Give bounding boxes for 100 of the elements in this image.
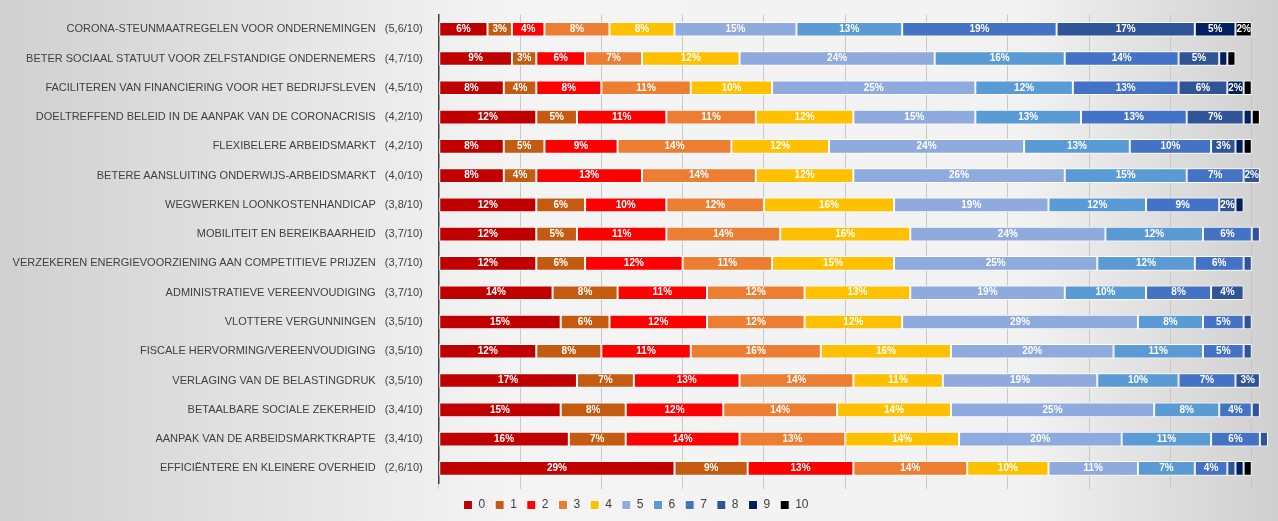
data-label: 5% bbox=[1207, 22, 1223, 34]
data-label: 12% bbox=[745, 286, 766, 298]
data-label: 6% bbox=[1195, 81, 1211, 93]
legend-label: 5 bbox=[636, 497, 644, 512]
data-label: 16% bbox=[835, 227, 856, 239]
data-label: 6% bbox=[553, 198, 569, 210]
data-label: 11% bbox=[1148, 345, 1169, 357]
data-label: 16% bbox=[875, 345, 897, 357]
data-label: 15% bbox=[725, 22, 746, 34]
data-label: 16% bbox=[745, 345, 766, 357]
legend-label: 1 bbox=[510, 497, 518, 512]
data-label: 12% bbox=[477, 345, 498, 357]
data-label: 14% bbox=[900, 462, 921, 474]
data-label: 6% bbox=[553, 52, 569, 64]
y-tick-label: AANPAK VAN DE ARBEIDSMARKTKRAPTE (3,4/10) bbox=[155, 432, 423, 445]
data-label: 3% bbox=[1216, 140, 1231, 152]
data-label: 15% bbox=[904, 110, 925, 122]
data-label: 12% bbox=[705, 198, 726, 210]
data-label: 14% bbox=[770, 403, 791, 415]
data-label: 3% bbox=[516, 52, 532, 64]
data-label: 11% bbox=[888, 374, 908, 386]
data-label: 8% bbox=[561, 81, 577, 93]
legend-label: 6 bbox=[668, 497, 676, 512]
data-label: 9% bbox=[703, 462, 719, 474]
data-label: 10% bbox=[615, 198, 636, 210]
data-label: 17% bbox=[498, 374, 519, 386]
data-label: 4% bbox=[1220, 286, 1235, 298]
data-label: 9% bbox=[573, 140, 589, 152]
data-label: 8% bbox=[464, 140, 479, 152]
data-label: 6% bbox=[1220, 227, 1235, 239]
data-label: 12% bbox=[648, 315, 669, 327]
data-label: 12% bbox=[477, 110, 498, 122]
data-label: 7% bbox=[606, 52, 621, 64]
data-label: 15% bbox=[1115, 169, 1136, 181]
data-label: 12% bbox=[1136, 257, 1157, 269]
data-label: 4% bbox=[1203, 462, 1219, 474]
data-label: 7% bbox=[1207, 110, 1223, 122]
data-label: 12% bbox=[1144, 227, 1165, 239]
y-tick-label: VLOTTERE VERGUNNINGEN (3,5/10) bbox=[224, 315, 423, 328]
y-tick-label: FISCALE HERVORMING/VEREENVOUDIGING (3,5/10) bbox=[139, 344, 423, 357]
data-label: 16% bbox=[818, 198, 840, 210]
data-label: 14% bbox=[688, 169, 710, 181]
data-label: 19% bbox=[969, 22, 990, 34]
legend-label: 8 bbox=[731, 497, 739, 512]
legend-label: 9 bbox=[763, 497, 771, 512]
data-label: 11% bbox=[652, 286, 673, 298]
data-label: 13% bbox=[676, 374, 697, 386]
data-label: 15% bbox=[823, 257, 844, 269]
data-label: 4% bbox=[512, 169, 528, 181]
data-label: 11% bbox=[636, 81, 656, 93]
legend-label: 7 bbox=[700, 497, 708, 512]
data-label: 7% bbox=[598, 374, 613, 386]
data-label: 14% bbox=[672, 432, 693, 444]
data-label: 15% bbox=[489, 315, 511, 327]
legend-label: 4 bbox=[605, 497, 613, 512]
y-tick-label: VERZEKEREN ENERGIEVOORZIENING AAN COMPETITIEVE PRIJZEN (3,7/10) bbox=[12, 256, 423, 269]
data-label: 19% bbox=[977, 286, 998, 298]
data-label: 12% bbox=[794, 169, 815, 181]
data-label: 3% bbox=[492, 22, 508, 34]
data-label: 12% bbox=[477, 257, 498, 269]
data-label: 3% bbox=[1240, 374, 1256, 386]
data-label: 4% bbox=[1228, 403, 1243, 415]
y-tick-label: BETAALBARE SOCIALE ZEKERHEID (3,4/10) bbox=[187, 402, 423, 415]
data-label: 14% bbox=[713, 227, 734, 239]
data-label: 24% bbox=[916, 140, 937, 152]
data-label: 12% bbox=[623, 257, 644, 269]
data-label: 17% bbox=[1115, 22, 1136, 34]
y-tick-label: BETERE AANSLUITING ONDERWIJS-ARBEIDSMARKT (4,0/10) bbox=[96, 168, 423, 181]
data-label: 14% bbox=[664, 140, 685, 152]
y-tick-label: WEGWERKEN LOONKOSTENHANDICAP (3,8/10) bbox=[164, 197, 423, 210]
y-tick-label: ADMINISTRATIEVE VEREENVOUDIGING (3,7/10) bbox=[165, 285, 423, 298]
data-label: 6% bbox=[577, 315, 593, 327]
data-label: 5% bbox=[1191, 52, 1207, 64]
data-label: 20% bbox=[1030, 432, 1051, 444]
y-tick-label: VERLAGING VAN DE BELASTINGDRUK (3,5/10) bbox=[172, 373, 423, 386]
data-label: 25% bbox=[985, 257, 1006, 269]
data-label: 12% bbox=[680, 52, 701, 64]
data-label: 11% bbox=[701, 110, 721, 122]
data-label: 11% bbox=[717, 257, 738, 269]
data-label: 10% bbox=[721, 81, 742, 93]
data-label: 5% bbox=[549, 110, 564, 122]
data-label: 8% bbox=[569, 22, 585, 34]
data-label: 13% bbox=[790, 462, 811, 474]
data-label: 24% bbox=[997, 227, 1018, 239]
data-label: 4% bbox=[520, 22, 536, 34]
data-label: 12% bbox=[664, 403, 685, 415]
data-label: 6% bbox=[1211, 257, 1227, 269]
data-label: 12% bbox=[1014, 81, 1035, 93]
legend-label: 10 bbox=[795, 497, 809, 512]
data-label: 6% bbox=[1228, 432, 1243, 444]
data-label: 14% bbox=[1111, 52, 1132, 64]
y-tick-label: EFFICIËNTERE EN KLEINERE OVERHEID (2,6/10) bbox=[159, 461, 423, 474]
y-tick-label: BETER SOCIAAL STATUUT VOOR ZELFSTANDIGE ONDERNEMERS (4,7/10) bbox=[26, 51, 423, 64]
data-label: 8% bbox=[464, 81, 479, 93]
data-label: 14% bbox=[485, 286, 507, 298]
data-label: 13% bbox=[1115, 81, 1136, 93]
data-label: 12% bbox=[770, 140, 791, 152]
data-label: 10% bbox=[1095, 286, 1116, 298]
data-label: 16% bbox=[494, 432, 515, 444]
y-tick-label: MOBILITEIT EN BEREIKBAARHEID (3,7/10) bbox=[196, 227, 423, 240]
